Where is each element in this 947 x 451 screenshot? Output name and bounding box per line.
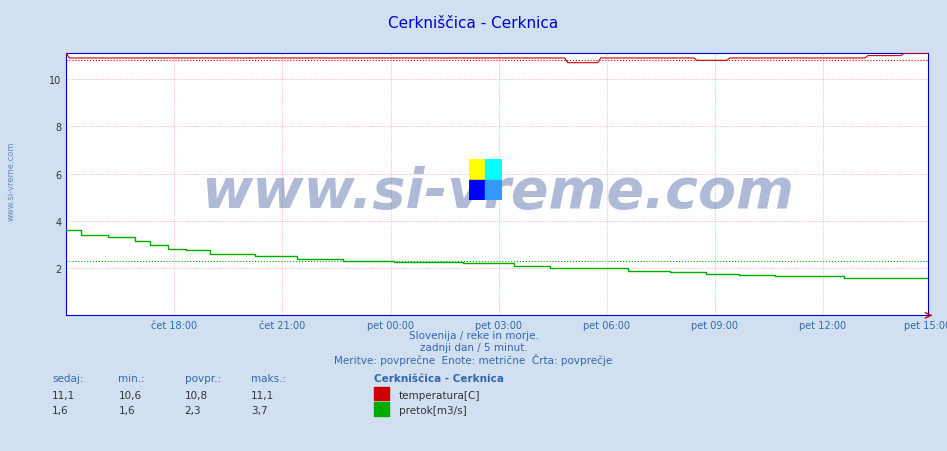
Text: 11,1: 11,1 (52, 390, 76, 400)
Bar (486, 160, 502, 180)
Text: 1,6: 1,6 (52, 405, 69, 414)
Text: 11,1: 11,1 (251, 390, 275, 400)
Text: maks.:: maks.: (251, 373, 286, 383)
Text: Cerkniščica - Cerknica: Cerkniščica - Cerknica (374, 373, 504, 383)
Bar (469, 180, 486, 201)
Text: zadnji dan / 5 minut.: zadnji dan / 5 minut. (420, 342, 527, 352)
Text: min.:: min.: (118, 373, 145, 383)
Bar (486, 180, 502, 201)
Text: temperatura[C]: temperatura[C] (399, 390, 480, 400)
Text: 3,7: 3,7 (251, 405, 268, 414)
Text: Meritve: povprečne  Enote: metrične  Črta: povprečje: Meritve: povprečne Enote: metrične Črta:… (334, 354, 613, 366)
Text: pretok[m3/s]: pretok[m3/s] (399, 405, 467, 415)
Text: Slovenija / reke in morje.: Slovenija / reke in morje. (408, 330, 539, 340)
Bar (469, 160, 486, 180)
Text: Cerkniščica - Cerknica: Cerkniščica - Cerknica (388, 16, 559, 31)
Text: www.si-vreme.com: www.si-vreme.com (7, 141, 16, 220)
Text: 1,6: 1,6 (118, 405, 135, 414)
Text: 2,3: 2,3 (185, 405, 202, 414)
Text: sedaj:: sedaj: (52, 373, 83, 383)
Text: www.si-vreme.com: www.si-vreme.com (201, 166, 794, 220)
Text: povpr.:: povpr.: (185, 373, 221, 383)
Text: 10,6: 10,6 (118, 390, 141, 400)
Text: 10,8: 10,8 (185, 390, 207, 400)
